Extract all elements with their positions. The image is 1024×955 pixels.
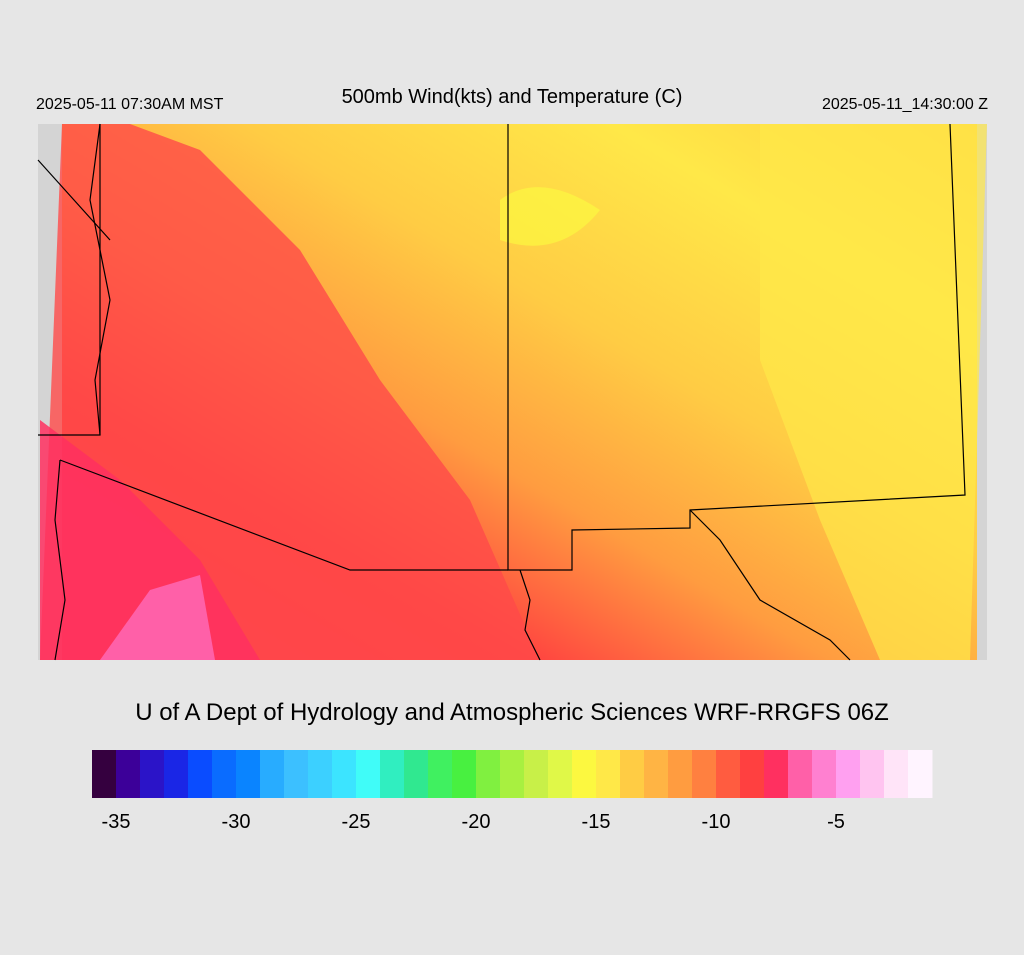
- color-swatch: [692, 750, 717, 798]
- color-swatch: [404, 750, 429, 798]
- color-swatch: [116, 750, 141, 798]
- color-swatch: [212, 750, 237, 798]
- map-title: 500mb Wind(kts) and Temperature (C): [342, 86, 683, 108]
- color-swatch: [332, 750, 357, 798]
- color-swatch: [620, 750, 645, 798]
- valid-time-utc: 2025-05-11_14:30:00 Z: [822, 96, 988, 113]
- color-swatch: [884, 750, 909, 798]
- credit: U of A Dept of Hydrology and Atmospheric…: [135, 699, 889, 726]
- color-swatch: [356, 750, 381, 798]
- color-swatch: [428, 750, 453, 798]
- color-swatch: [284, 750, 309, 798]
- color-swatch: [812, 750, 837, 798]
- color-swatch: [260, 750, 285, 798]
- color-swatch: [476, 750, 501, 798]
- color-swatch: [548, 750, 573, 798]
- color-swatch: [572, 750, 597, 798]
- color-swatch: [908, 750, 933, 798]
- color-swatch: [860, 750, 885, 798]
- colorbar-tick-label: -30: [222, 811, 251, 833]
- state-borders: [37, 123, 966, 661]
- color-swatch: [740, 750, 765, 798]
- pink-region: [40, 420, 260, 660]
- colorbar-tick-label: -5: [827, 811, 845, 833]
- color-swatch: [188, 750, 213, 798]
- colorbar: -35 -30 -25 -20 -15 -10 -5: [92, 750, 933, 833]
- color-swatch: [380, 750, 405, 798]
- color-swatch: [308, 750, 333, 798]
- color-swatch: [500, 750, 525, 798]
- color-swatch: [836, 750, 861, 798]
- colorbar-tick-label: -25: [342, 811, 371, 833]
- color-swatch: [236, 750, 261, 798]
- color-swatch: [452, 750, 477, 798]
- color-swatch: [596, 750, 621, 798]
- color-swatch: [668, 750, 693, 798]
- colorbar-tick-label: -15: [582, 811, 611, 833]
- color-swatch: [524, 750, 549, 798]
- colorbar-tick-label: -35: [102, 811, 131, 833]
- color-swatch: [164, 750, 189, 798]
- yellow-region: [500, 187, 600, 246]
- yellow-region: [760, 124, 987, 660]
- colorbar-tick-label: -20: [462, 811, 491, 833]
- color-swatch: [140, 750, 165, 798]
- map: [37, 123, 987, 661]
- color-swatch: [644, 750, 669, 798]
- pink-core: [100, 575, 215, 660]
- color-swatch: [788, 750, 813, 798]
- colorbar-tick-label: -10: [702, 811, 731, 833]
- color-swatch: [92, 750, 117, 798]
- valid-time-local: 2025-05-11 07:30AM MST: [36, 96, 224, 113]
- color-swatch: [716, 750, 741, 798]
- color-swatch: [764, 750, 789, 798]
